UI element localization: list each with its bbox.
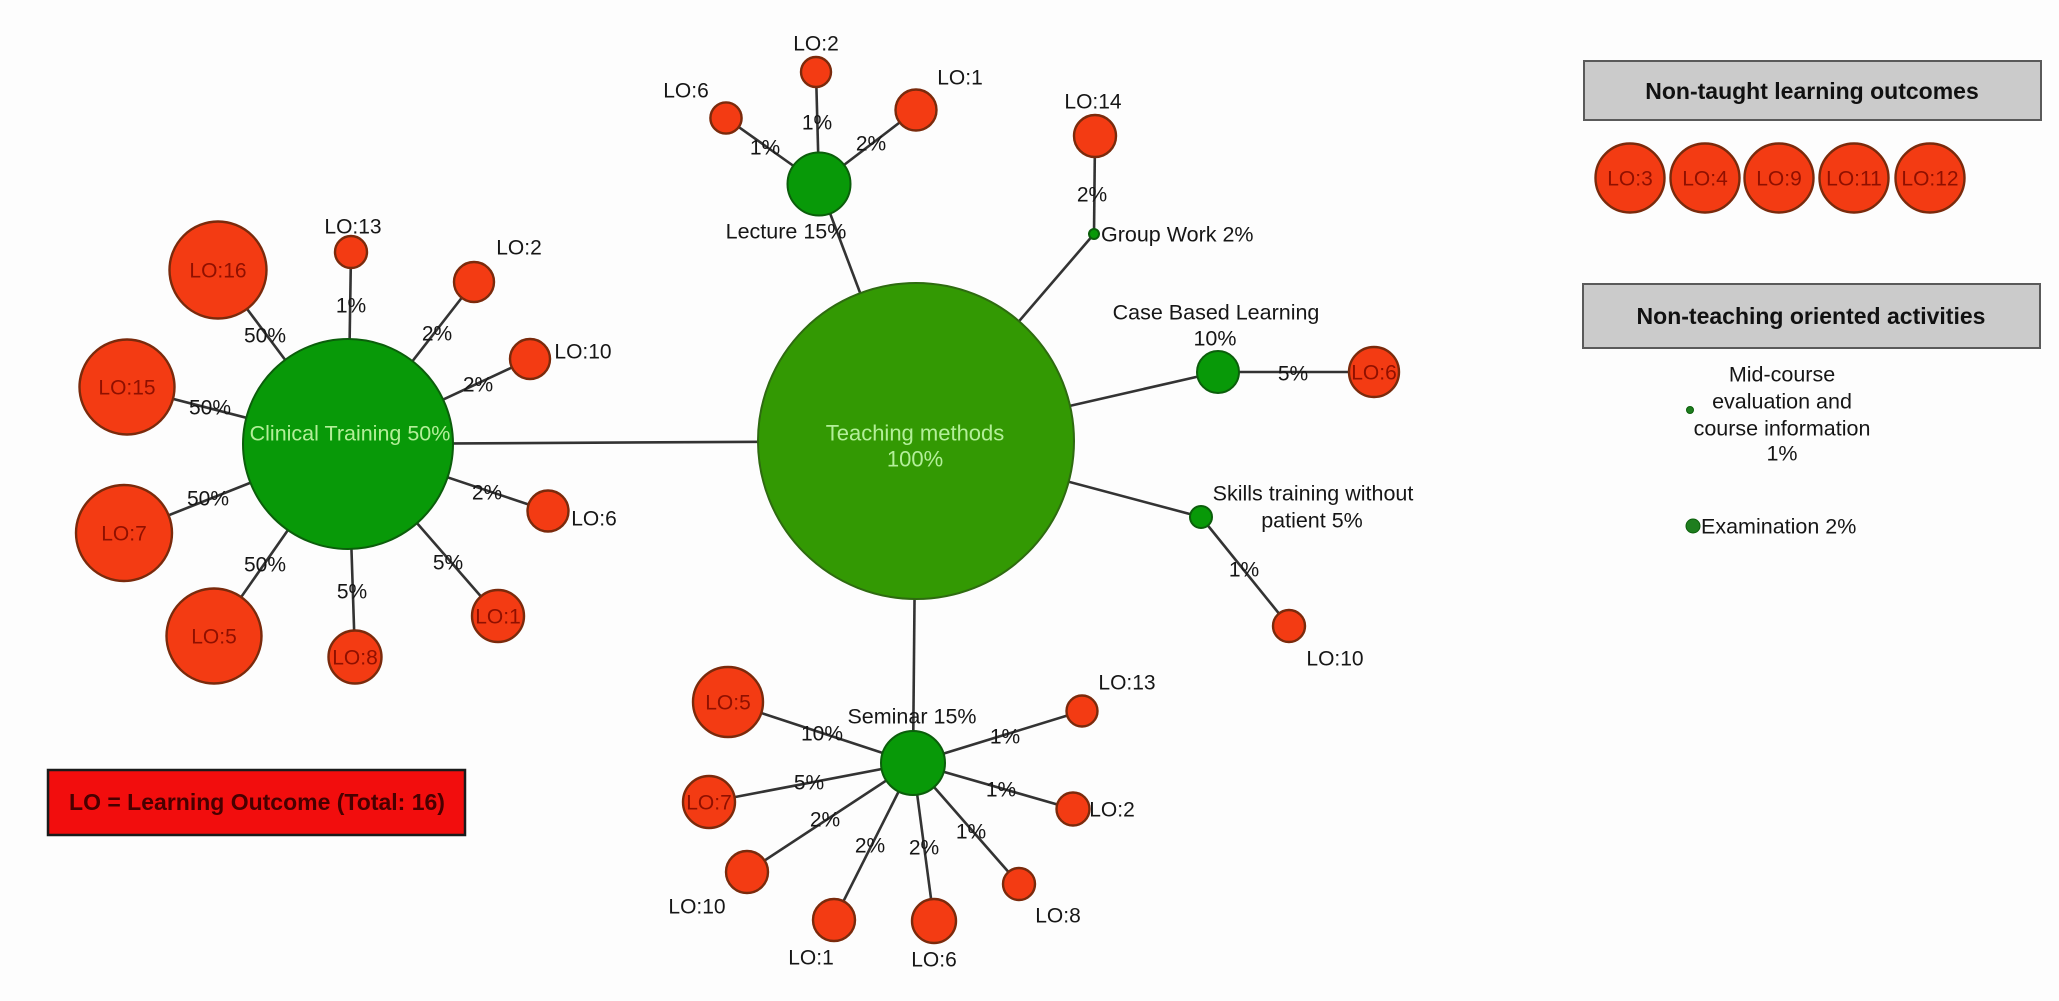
svg-text:Non-teaching oriented activiti: Non-teaching oriented activities <box>1637 303 1986 329</box>
svg-text:50%: 50% <box>244 324 286 347</box>
svg-text:LO:10: LO:10 <box>1306 647 1363 670</box>
svg-text:50%: 50% <box>187 487 229 510</box>
svg-text:LO:5: LO:5 <box>705 691 751 714</box>
svg-text:2%: 2% <box>855 834 885 857</box>
svg-text:LO:6: LO:6 <box>1351 361 1397 384</box>
svg-text:course information: course information <box>1694 417 1871 441</box>
svg-text:LO:6: LO:6 <box>571 507 617 530</box>
svg-text:LO:12: LO:12 <box>1901 167 1958 190</box>
svg-text:1%: 1% <box>336 294 366 317</box>
svg-text:1%: 1% <box>802 111 832 134</box>
svg-text:5%: 5% <box>794 771 824 794</box>
svg-text:1%: 1% <box>750 136 780 159</box>
svg-text:LO:2: LO:2 <box>496 236 542 259</box>
svg-text:5%: 5% <box>1278 362 1308 385</box>
svg-text:Lecture 15%: Lecture 15% <box>726 220 847 244</box>
svg-text:10%: 10% <box>801 722 843 745</box>
svg-text:Group Work 2%: Group Work 2% <box>1101 223 1254 247</box>
svg-text:Examination 2%: Examination 2% <box>1701 515 1856 539</box>
svg-text:evaluation and: evaluation and <box>1712 390 1852 414</box>
svg-text:Mid-course: Mid-course <box>1729 363 1835 387</box>
svg-text:1%: 1% <box>986 778 1016 801</box>
svg-text:LO:8: LO:8 <box>1035 904 1081 927</box>
svg-text:Seminar 15%: Seminar 15% <box>847 705 976 729</box>
svg-text:LO:8: LO:8 <box>332 646 378 669</box>
svg-text:2%: 2% <box>1077 183 1107 206</box>
svg-text:LO:2: LO:2 <box>793 32 839 55</box>
svg-text:2%: 2% <box>810 808 840 831</box>
svg-text:100%: 100% <box>887 447 943 472</box>
svg-text:5%: 5% <box>433 551 463 574</box>
svg-text:LO:9: LO:9 <box>1756 167 1802 190</box>
svg-text:10%: 10% <box>1193 327 1236 351</box>
svg-text:2%: 2% <box>909 836 939 859</box>
svg-text:LO = Learning Outcome (Total:: LO = Learning Outcome (Total: 16) <box>69 789 445 815</box>
svg-text:LO:5: LO:5 <box>191 625 237 648</box>
svg-text:LO:1: LO:1 <box>475 605 521 628</box>
svg-text:50%: 50% <box>189 396 231 419</box>
svg-text:Teaching methods: Teaching methods <box>826 421 1005 446</box>
svg-text:Clinical Training 50%: Clinical Training 50% <box>250 422 451 446</box>
svg-text:LO:11: LO:11 <box>1826 167 1882 190</box>
svg-text:LO:3: LO:3 <box>1607 167 1653 190</box>
svg-text:LO:1: LO:1 <box>788 946 834 969</box>
svg-text:LO:7: LO:7 <box>101 522 147 545</box>
svg-text:2%: 2% <box>463 373 493 396</box>
svg-text:LO:15: LO:15 <box>98 376 155 399</box>
svg-text:2%: 2% <box>856 132 886 155</box>
svg-text:Skills training without: Skills training without <box>1213 482 1414 506</box>
svg-text:LO:6: LO:6 <box>911 948 957 971</box>
svg-text:LO:10: LO:10 <box>554 340 611 363</box>
svg-text:2%: 2% <box>472 481 502 504</box>
svg-text:1%: 1% <box>1229 558 1259 581</box>
svg-text:LO:6: LO:6 <box>663 79 709 102</box>
svg-text:Non-taught learning outcomes: Non-taught learning outcomes <box>1645 78 1979 104</box>
svg-text:LO:1: LO:1 <box>937 66 983 89</box>
svg-text:1%: 1% <box>990 725 1020 748</box>
svg-text:LO:16: LO:16 <box>189 259 246 282</box>
svg-text:5%: 5% <box>337 580 367 603</box>
svg-text:2%: 2% <box>422 322 452 345</box>
svg-text:50%: 50% <box>244 553 286 576</box>
svg-text:1%: 1% <box>956 820 986 843</box>
svg-text:patient 5%: patient 5% <box>1261 509 1363 533</box>
svg-text:LO:10: LO:10 <box>668 895 725 918</box>
svg-text:LO:14: LO:14 <box>1064 90 1122 113</box>
svg-text:LO:13: LO:13 <box>1098 671 1155 694</box>
svg-text:LO:2: LO:2 <box>1089 798 1135 821</box>
svg-text:LO:4: LO:4 <box>1682 167 1728 190</box>
svg-text:1%: 1% <box>1766 442 1797 466</box>
svg-text:Case Based Learning: Case Based Learning <box>1113 301 1320 325</box>
svg-text:LO:7: LO:7 <box>686 791 732 814</box>
svg-text:LO:13: LO:13 <box>324 215 381 238</box>
